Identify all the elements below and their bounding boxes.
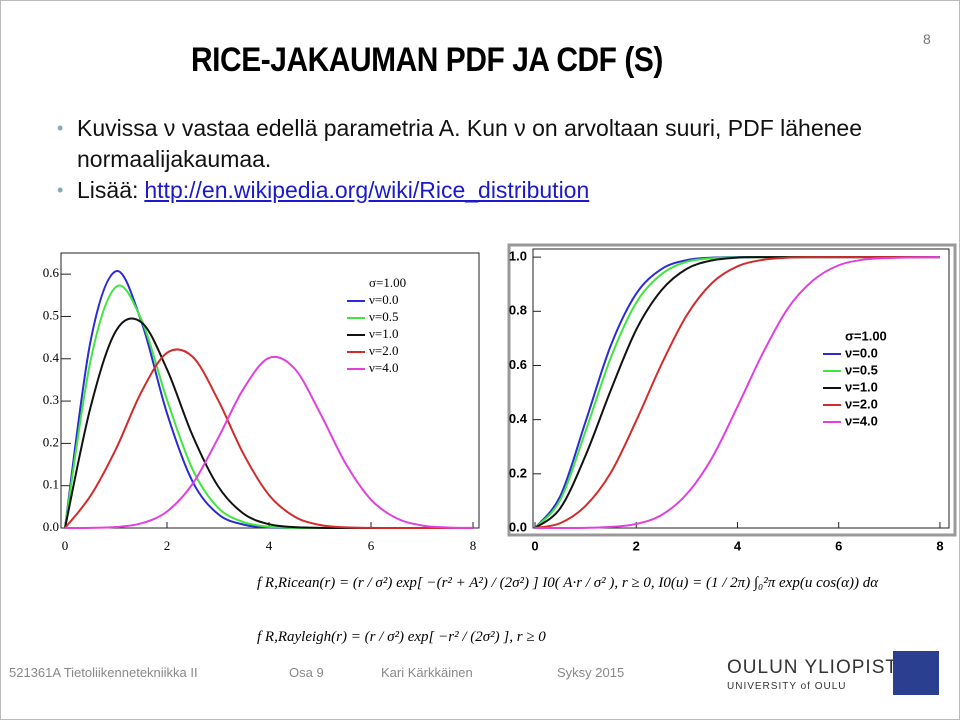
y-tick-label: 0.0 xyxy=(43,519,59,534)
y-tick-label: 0.2 xyxy=(509,465,527,480)
x-tick-label: 6 xyxy=(835,538,842,553)
series-line xyxy=(64,317,473,530)
plot-box xyxy=(60,252,480,529)
series-line xyxy=(64,284,473,530)
x-tick-label: 0 xyxy=(62,538,69,553)
footer-author: Kari Kärkkäinen xyxy=(381,665,473,680)
page-number: 8 xyxy=(923,31,931,47)
chart-frame xyxy=(507,243,957,537)
link[interactable]: http://en.wikipedia.org/wiki/Rice_distri… xyxy=(144,177,590,203)
x-tick-label: 8 xyxy=(470,538,477,553)
charts: 0.0 0.1 0.2 0.3 0.4 0.5 0.6 0 2 4 6 8 σ=1.00 ν=0.0 ν=0… xyxy=(43,243,957,553)
footer-part: Osa 9 xyxy=(289,665,324,680)
series-line xyxy=(534,256,940,530)
legend-label: ν=1.0 xyxy=(845,379,878,394)
y-tick-label: 0.4 xyxy=(509,411,528,426)
legend-label: ν=0.5 xyxy=(845,362,878,377)
formula: f R,Rayleigh(r) = (r / σ²) exp[ −r² / (2… xyxy=(257,629,546,645)
series-line xyxy=(64,270,473,530)
formula: f R,Ricean(r) = (r / σ²) exp[ −(r² + A²)… xyxy=(257,575,879,591)
x-tick-label: 6 xyxy=(368,538,375,553)
slide-title: RICE-JAKAUMAN PDF JA CDF (S) xyxy=(191,41,663,79)
y-tick-label: 0.6 xyxy=(43,265,60,280)
legend-label: ν=4.0 xyxy=(369,360,398,375)
bullet: Lisää:http://en.wikipedia.org/wiki/Rice_… xyxy=(57,175,897,206)
y-tick-label: 1.0 xyxy=(509,249,527,264)
x-tick-label: 8 xyxy=(936,538,943,553)
legend-label: ν=4.0 xyxy=(845,413,878,428)
x-tick-label: 2 xyxy=(633,538,640,553)
footer-term: Syksy 2015 xyxy=(557,665,625,680)
y-tick-label: 0.2 xyxy=(43,434,59,449)
footer-course: 521361A Tietoliikennetekniikka II xyxy=(9,665,198,680)
legend-label: ν=2.0 xyxy=(845,396,878,411)
plot-box xyxy=(532,248,950,529)
y-tick-label: 0.3 xyxy=(43,392,59,407)
legend-label: ν=0.0 xyxy=(369,292,398,307)
series-line xyxy=(64,355,474,529)
logo-crest xyxy=(893,651,939,695)
legend-title: σ=1.00 xyxy=(845,328,887,343)
legend-title: σ=1.00 xyxy=(369,275,406,290)
y-tick-label: 0.5 xyxy=(43,307,59,322)
x-tick-label: 0 xyxy=(531,538,538,553)
bullet-text: Lisää: xyxy=(77,177,139,203)
y-tick-label: 0.1 xyxy=(43,477,59,492)
y-tick-label: 0.8 xyxy=(509,303,527,318)
bullet: Kuvissa ν vastaa edellä parametria A. Ku… xyxy=(57,113,897,175)
y-tick-label: 0.4 xyxy=(43,350,60,365)
legend-label: ν=1.0 xyxy=(369,326,398,341)
x-tick-label: 2 xyxy=(164,538,171,553)
logo-text: OULUN YLIOPISTO xyxy=(727,657,914,678)
legend-label: ν=0.5 xyxy=(369,309,398,324)
legend-label: ν=2.0 xyxy=(369,343,398,358)
series-line xyxy=(534,256,940,529)
y-tick-label: 0.6 xyxy=(509,357,527,372)
x-tick-label: 4 xyxy=(734,538,742,553)
x-tick-label: 4 xyxy=(266,538,273,553)
series-line xyxy=(64,348,473,530)
legend-label: ν=0.0 xyxy=(845,345,878,360)
series-line xyxy=(534,256,940,529)
y-tick-label: 0.0 xyxy=(509,519,527,534)
logo-subtext: UNIVERSITY of OULU xyxy=(727,681,847,692)
